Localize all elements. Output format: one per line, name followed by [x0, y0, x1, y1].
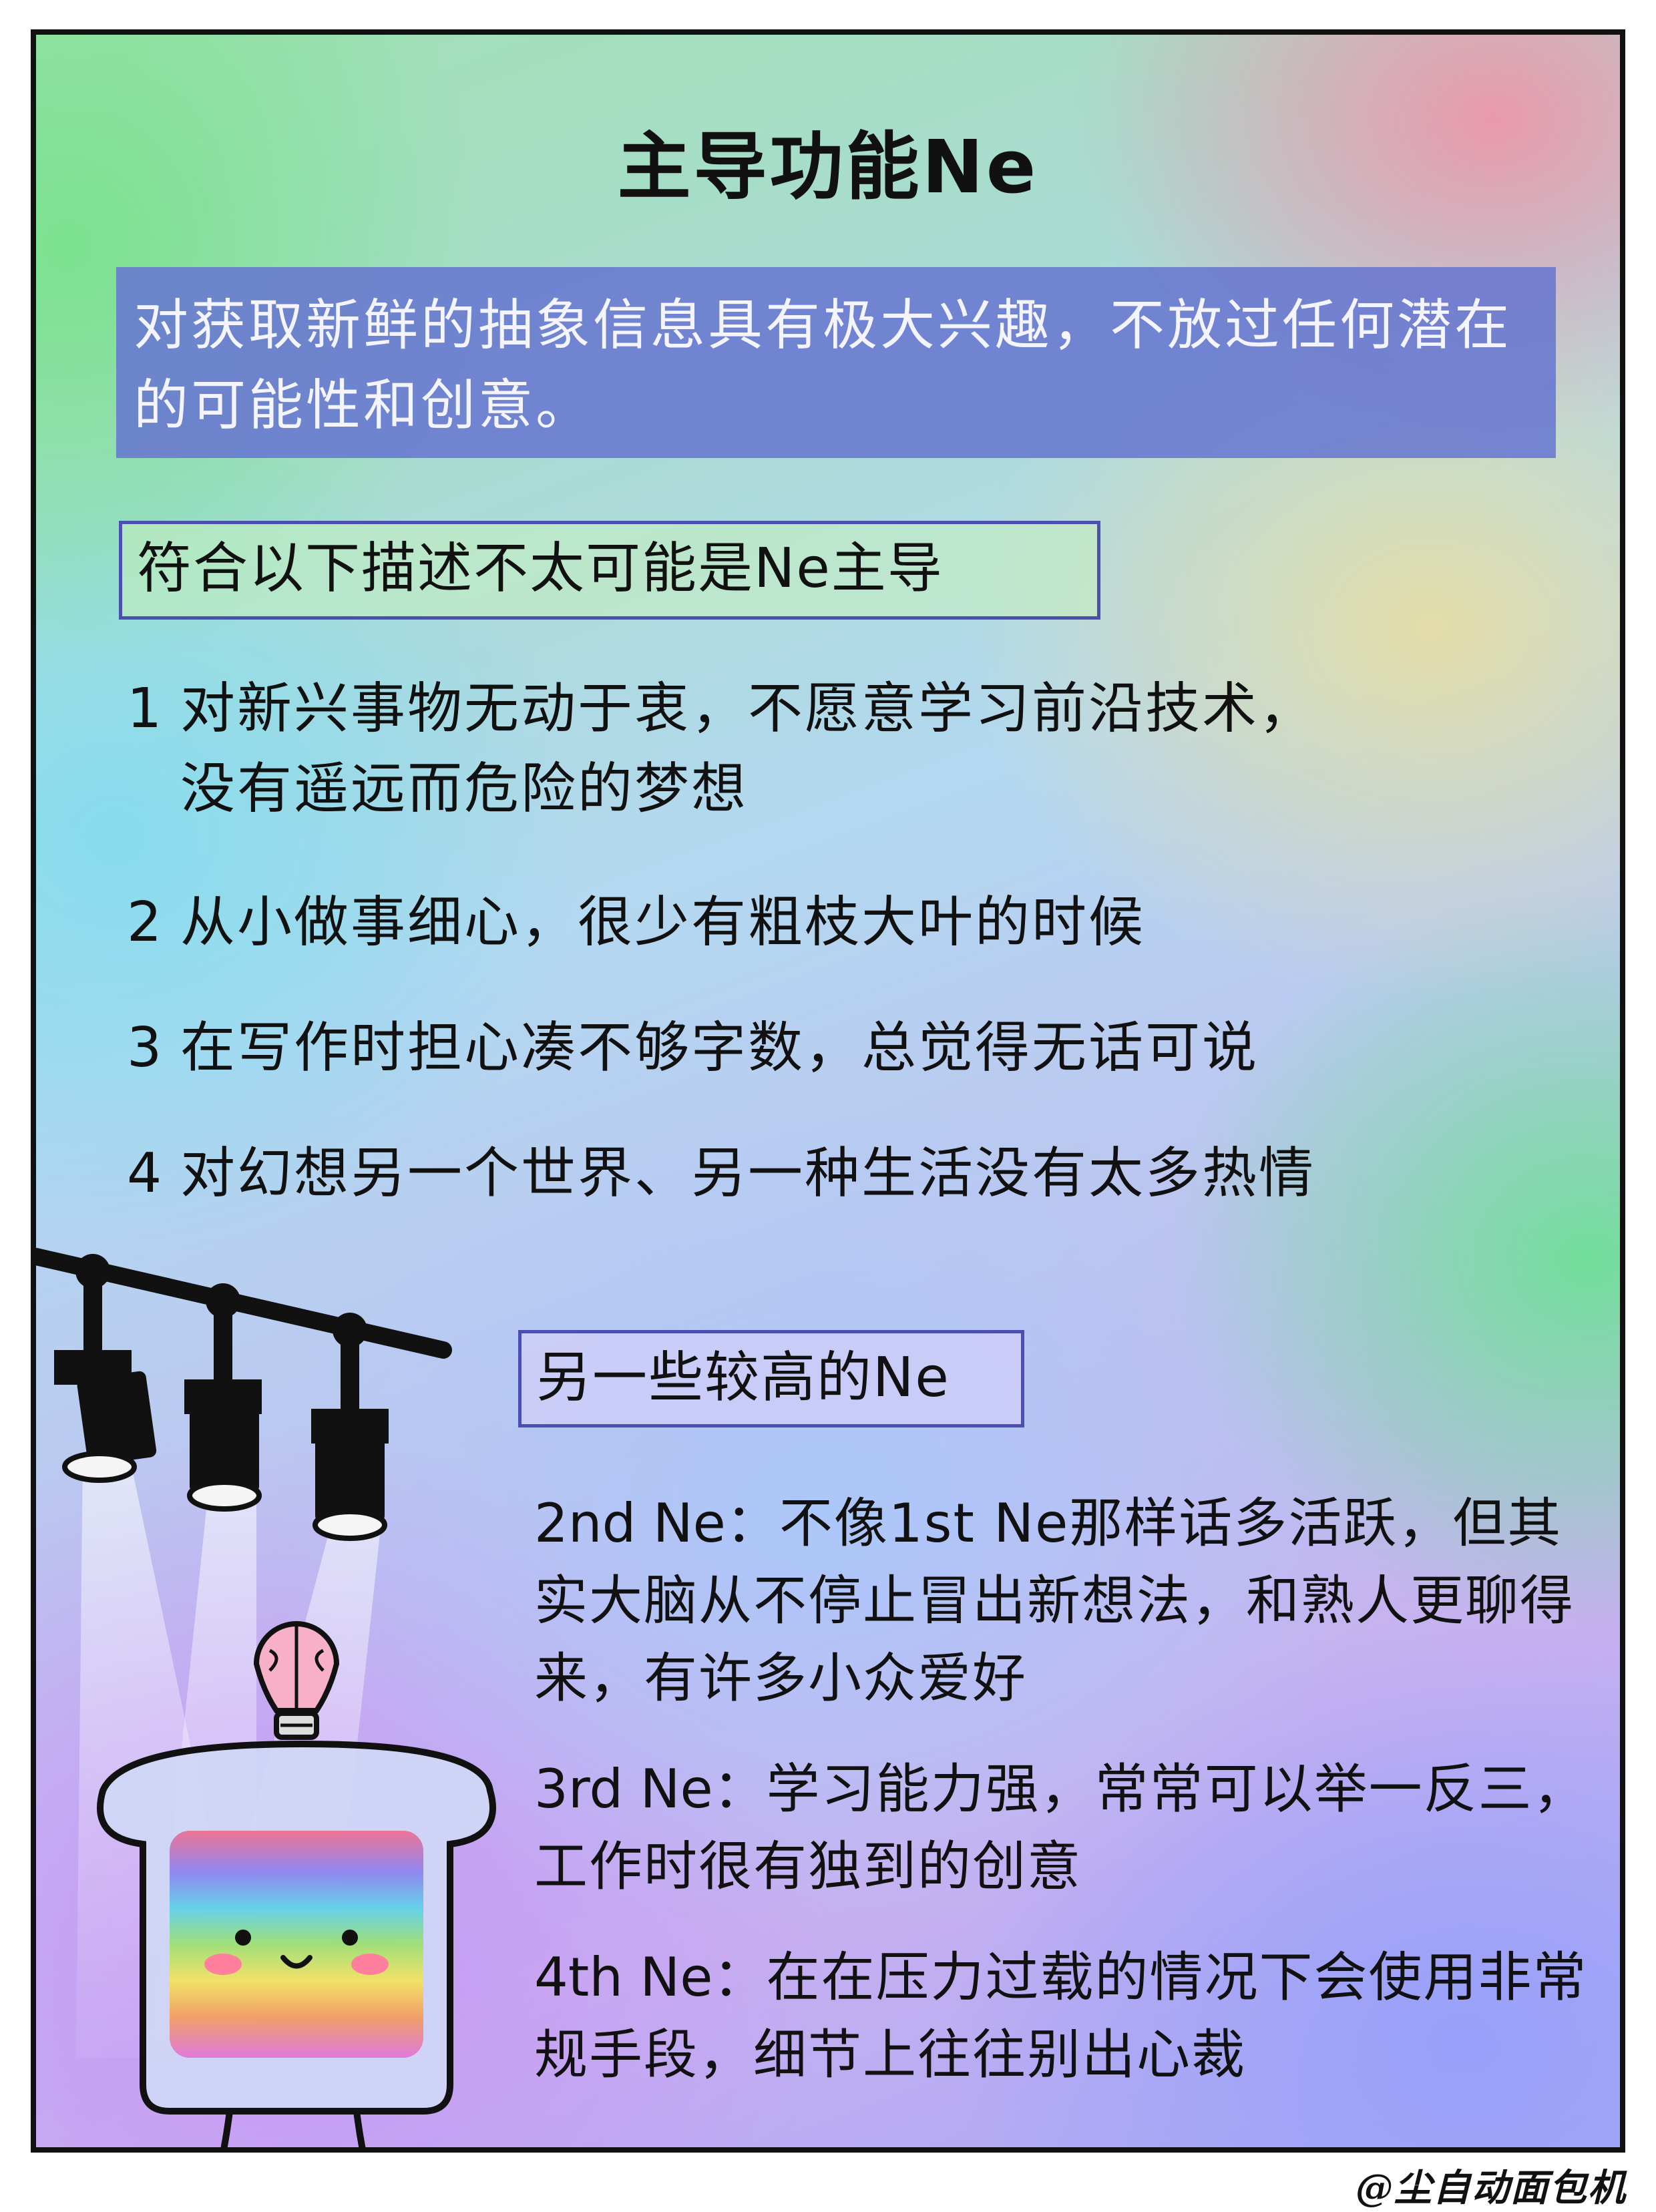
list-item: 1 对新兴事物无动于衷，不愿意学习前沿技术， 没有遥远而危险的梦想 [127, 669, 1596, 829]
level-item: 2nd Ne：不像1st Ne那样话多活跃，但其实大脑从不停止冒出新想法，和熟人… [534, 1485, 1616, 1717]
level-item: 4th Ne：在在压力过载的情况下会使用非常规手段，细节上往往别出心裁 [534, 1939, 1616, 2094]
item-number: 3 [127, 1016, 164, 1080]
list-item: 4 对幻想另一个世界、另一种生活没有太多热情 [127, 1134, 1596, 1214]
level-label: 2nd Ne： [534, 1492, 779, 1554]
spotlight-illustration [36, 1248, 496, 2147]
author-credit: @尘自动面包机 [1356, 2166, 1627, 2210]
unlikely-heading: 符合以下描述不太可能是Ne主导 [119, 521, 1100, 620]
spotlight [311, 1335, 389, 1541]
level-text: 学习能力强，常常可以举一反三，工作时很有独到的创意 [534, 1758, 1588, 1898]
level-text: 不像1st Ne那样话多活跃，但其实大脑从不停止冒出新想法，和熟人更聊得来，有许… [534, 1492, 1575, 1709]
list-item: 3 在写作时担心凑不够字数，总觉得无话可说 [127, 1008, 1596, 1088]
higher-ne-heading: 另一些较高的Ne [518, 1330, 1024, 1427]
ne-levels: 2nd Ne：不像1st Ne那样话多活跃，但其实大脑从不停止冒出新想法，和熟人… [534, 1485, 1616, 2127]
lightbulb-icon [253, 1621, 340, 1740]
item-number: 2 [127, 891, 164, 954]
spotlight [54, 1277, 157, 1483]
rainbow-toast-mascot [97, 1740, 496, 2147]
intro-box: 对获取新鲜的抽象信息具有极大兴趣，不放过任何潜在的可能性和创意。 [116, 267, 1556, 458]
level-label: 3rd Ne： [534, 1758, 767, 1820]
item-text: 在写作时担心凑不够字数，总觉得无话可说 [180, 1016, 1259, 1080]
level-text: 在在压力过载的情况下会使用非常规手段，细节上往往别出心裁 [534, 1946, 1588, 2086]
item-text-continued: 没有遥远而危险的梦想 [180, 757, 749, 821]
comic-panel: 主导功能Ne 对获取新鲜的抽象信息具有极大兴趣，不放过任何潜在的可能性和创意。 … [31, 29, 1625, 2153]
item-text: 对幻想另一个世界、另一种生活没有太多热情 [180, 1142, 1316, 1205]
level-item: 3rd Ne：学习能力强，常常可以举一反三，工作时很有独到的创意 [534, 1751, 1616, 1906]
criteria-list: 1 对新兴事物无动于衷，不愿意学习前沿技术， 没有遥远而危险的梦想 2 从小做事… [127, 669, 1596, 1259]
item-number: 4 [127, 1142, 164, 1205]
list-item: 2 从小做事细心，很少有粗枝大叶的时候 [127, 883, 1596, 963]
item-text: 对新兴事物无动于衷，不愿意学习前沿技术， [180, 677, 1316, 740]
page-title: 主导功能Ne [617, 124, 1039, 210]
item-text: 从小做事细心，很少有粗枝大叶的时候 [180, 891, 1146, 954]
level-label: 4th Ne： [534, 1946, 767, 2008]
item-number: 1 [127, 677, 164, 740]
spotlight [184, 1306, 262, 1512]
